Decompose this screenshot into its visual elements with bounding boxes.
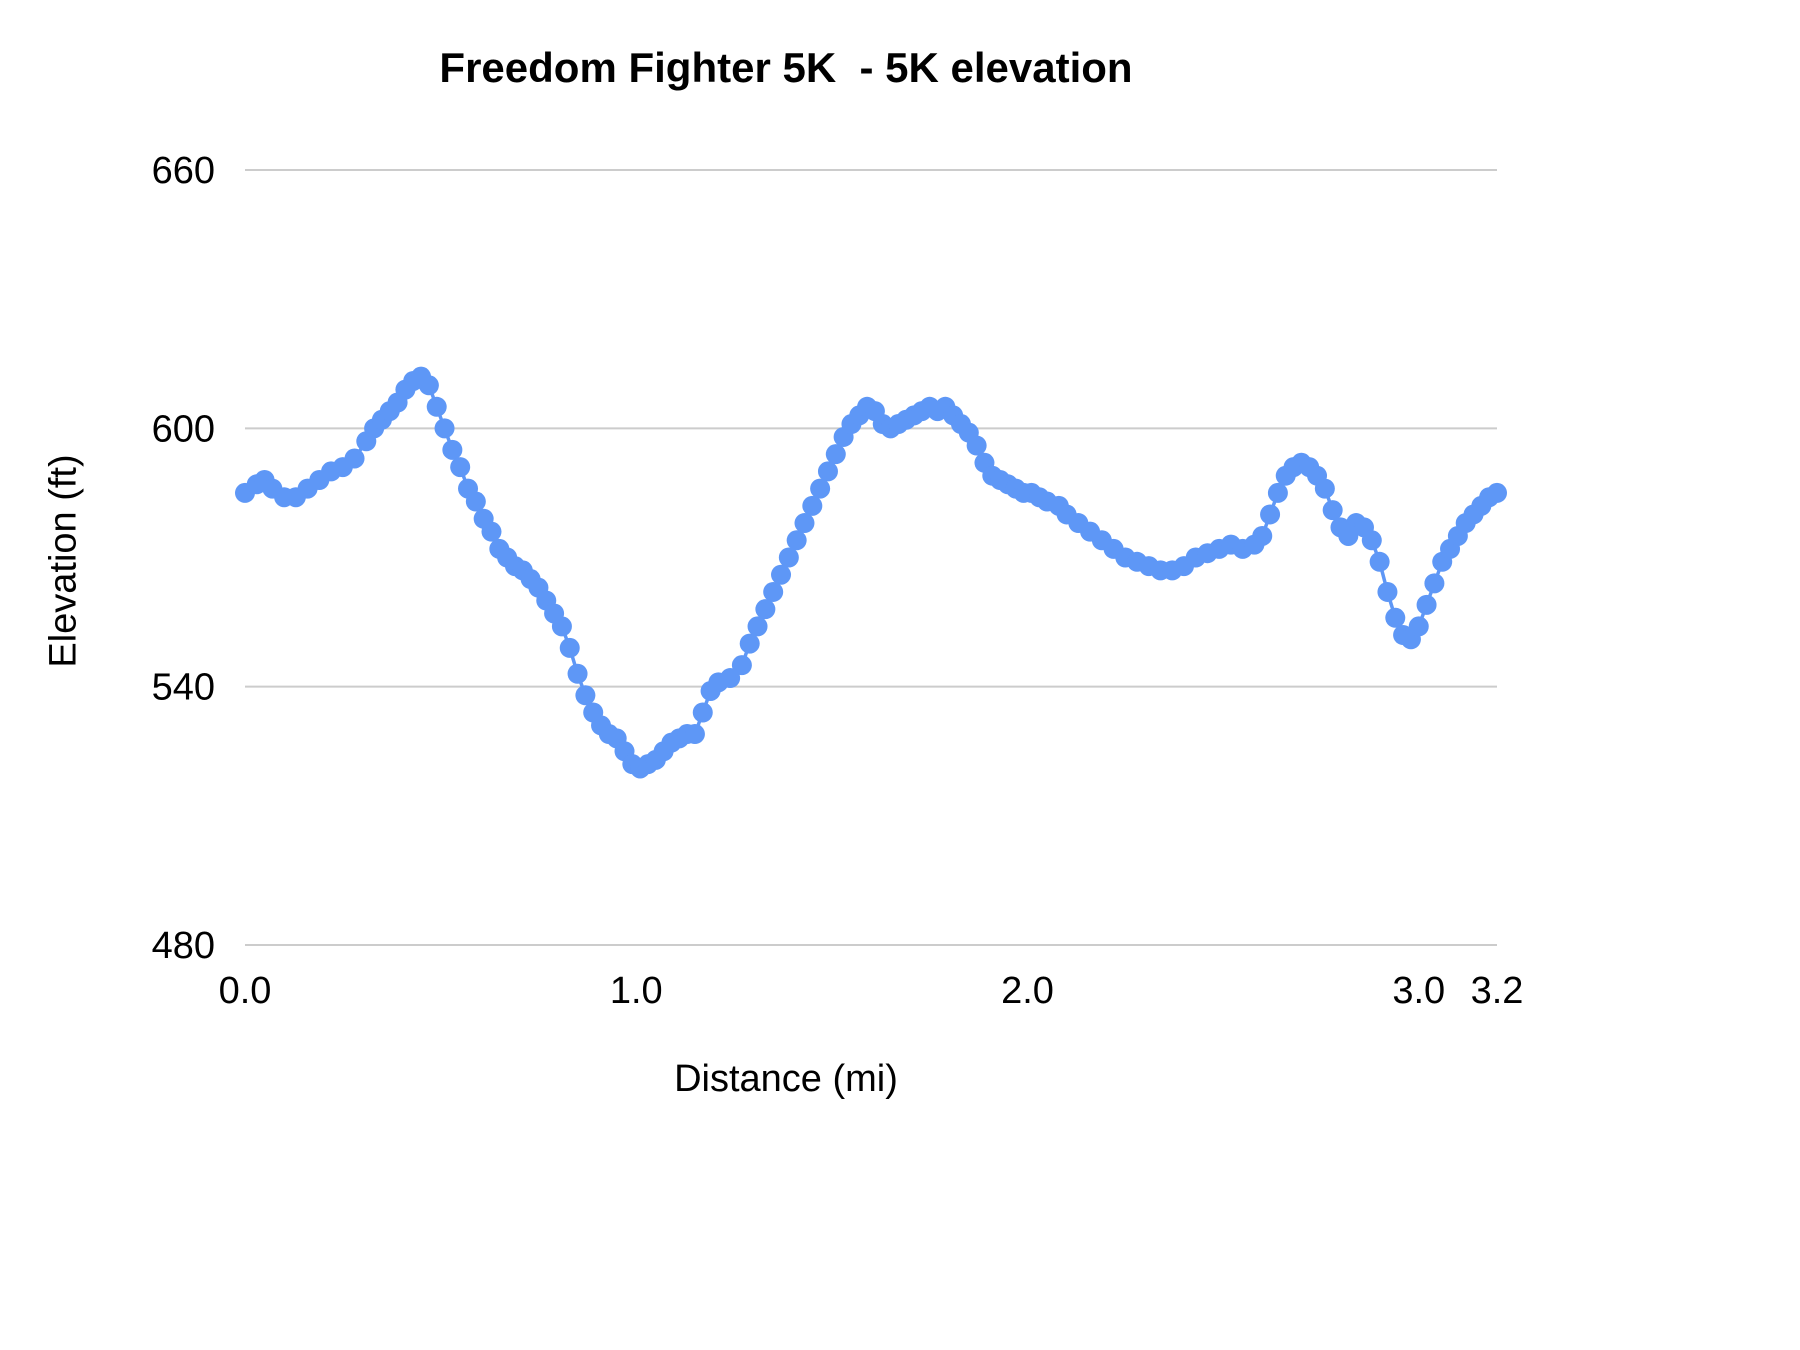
data-point bbox=[481, 521, 502, 542]
data-point bbox=[731, 655, 752, 676]
x-tick-label: 3.2 bbox=[1471, 970, 1524, 1012]
data-point bbox=[1252, 525, 1273, 546]
data-point bbox=[1487, 482, 1507, 503]
data-point bbox=[426, 396, 447, 417]
data-point bbox=[786, 530, 807, 551]
data-point bbox=[442, 439, 463, 460]
y-tick-label: 600 bbox=[152, 408, 215, 450]
data-point bbox=[771, 564, 792, 585]
data-point bbox=[817, 461, 838, 482]
data-point bbox=[450, 457, 471, 478]
data-point bbox=[1260, 504, 1281, 525]
data-point bbox=[1424, 573, 1445, 594]
y-tick-label: 540 bbox=[152, 667, 215, 709]
data-point bbox=[551, 616, 572, 637]
data-point bbox=[747, 616, 768, 637]
data-point bbox=[567, 663, 588, 684]
data-point bbox=[1408, 616, 1429, 637]
data-point bbox=[559, 637, 580, 658]
data-point bbox=[1369, 551, 1390, 572]
data-point bbox=[344, 448, 365, 469]
data-point bbox=[810, 478, 831, 499]
y-tick-label: 660 bbox=[152, 150, 215, 192]
data-point bbox=[1267, 482, 1288, 503]
data-point bbox=[418, 375, 439, 396]
data-point bbox=[1361, 530, 1382, 551]
data-point bbox=[794, 513, 815, 534]
data-point bbox=[692, 702, 713, 723]
x-tick-label: 1.0 bbox=[610, 970, 663, 1012]
data-point bbox=[434, 418, 455, 439]
data-point bbox=[575, 685, 596, 706]
data-point bbox=[720, 668, 741, 689]
data-point bbox=[755, 599, 776, 620]
chart-title: Freedom Fighter 5K - 5K elevation bbox=[439, 44, 1133, 91]
elevation-line bbox=[243, 374, 1499, 771]
x-tick-label: 0.0 bbox=[219, 970, 272, 1012]
data-point bbox=[802, 495, 823, 516]
x-tick-label: 3.0 bbox=[1392, 970, 1445, 1012]
data-point bbox=[1416, 594, 1437, 615]
data-point bbox=[1377, 581, 1398, 602]
data-point bbox=[778, 547, 799, 568]
data-point bbox=[465, 491, 486, 512]
x-tick-label: 2.0 bbox=[1001, 970, 1054, 1012]
data-point bbox=[1385, 607, 1406, 628]
data-point bbox=[1314, 478, 1335, 499]
data-point bbox=[739, 633, 760, 654]
data-point bbox=[684, 724, 705, 745]
data-point bbox=[763, 581, 784, 602]
x-axis-title: Distance (mi) bbox=[674, 1058, 898, 1100]
y-tick-label: 480 bbox=[152, 925, 215, 967]
data-point bbox=[966, 435, 987, 456]
data-point bbox=[825, 444, 846, 465]
data-point bbox=[1322, 500, 1343, 521]
